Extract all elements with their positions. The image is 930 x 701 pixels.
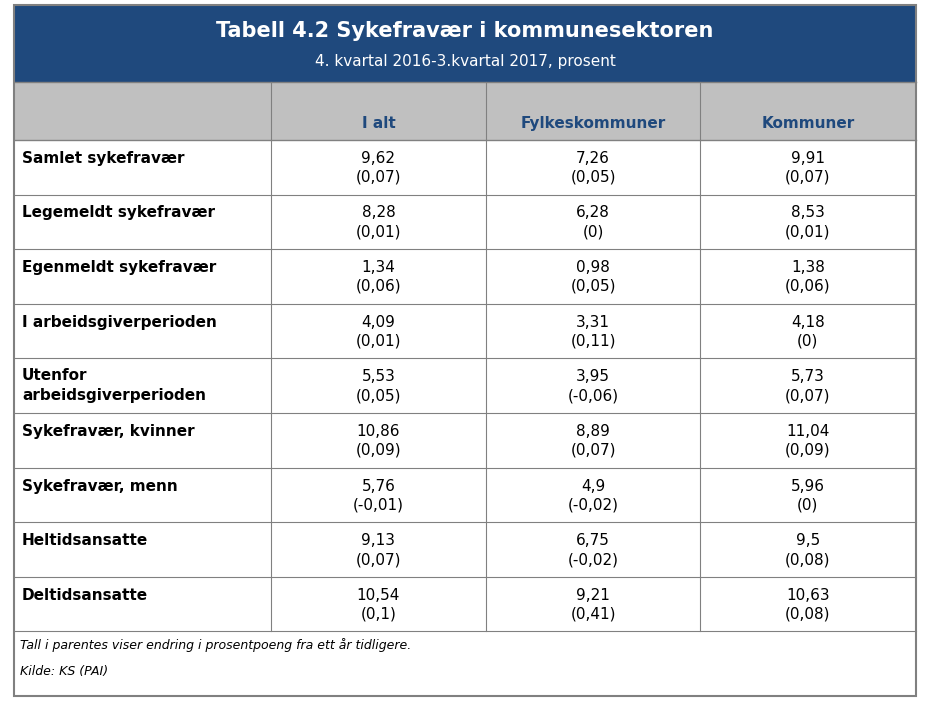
Bar [14,522,916,577]
Text: 5,53: 5,53 [362,369,395,384]
Text: 8,28: 8,28 [362,205,395,221]
Text: I arbeidsgiverperioden: I arbeidsgiverperioden [22,315,217,329]
Text: (-0,02): (-0,02) [567,498,618,512]
Text: 10,86: 10,86 [357,424,400,439]
Text: (0,01): (0,01) [355,224,401,239]
Text: 10,54: 10,54 [357,587,400,603]
Text: (0,06): (0,06) [355,279,401,294]
Text: 10,63: 10,63 [786,587,830,603]
Text: (0,11): (0,11) [570,334,616,348]
Text: Sykefravær, menn: Sykefravær, menn [22,479,178,494]
Text: 1,34: 1,34 [362,260,395,275]
Text: 4,18: 4,18 [790,315,825,329]
Text: 1,38: 1,38 [790,260,825,275]
Text: 9,5: 9,5 [796,533,820,548]
Text: Kommuner: Kommuner [761,116,855,131]
Text: 5,96: 5,96 [790,479,825,494]
Text: 8,89: 8,89 [577,424,610,439]
Bar [14,83,916,140]
Bar [14,5,916,83]
Text: (0,07): (0,07) [785,388,830,403]
Text: arbeidsgiverperioden: arbeidsgiverperioden [22,388,206,403]
Text: I alt: I alt [362,116,395,131]
Text: 0,98: 0,98 [577,260,610,275]
Text: 9,13: 9,13 [362,533,395,548]
Text: (0): (0) [797,498,818,512]
Text: Sykefravær, kvinner: Sykefravær, kvinner [22,424,194,439]
Text: 4,09: 4,09 [362,315,395,329]
Bar [14,250,916,304]
Text: (0,08): (0,08) [785,552,830,567]
Text: (0,05): (0,05) [570,279,616,294]
Text: (0,09): (0,09) [355,443,401,458]
Text: Kilde: KS (PAI): Kilde: KS (PAI) [20,665,108,678]
Bar [14,413,916,468]
Bar [14,358,916,413]
Text: 4. kvartal 2016-3.kvartal 2017, prosent: 4. kvartal 2016-3.kvartal 2017, prosent [314,54,616,69]
Text: (-0,06): (-0,06) [567,388,618,403]
Text: (0,05): (0,05) [355,388,401,403]
Text: (0,1): (0,1) [361,606,396,622]
Bar [14,140,916,195]
Text: (0,01): (0,01) [355,334,401,348]
Text: (0,07): (0,07) [355,552,401,567]
Text: (0,07): (0,07) [785,170,830,185]
Text: 7,26: 7,26 [577,151,610,166]
Text: (-0,02): (-0,02) [567,552,618,567]
Text: (0): (0) [797,334,818,348]
Text: (0,08): (0,08) [785,606,830,622]
Text: (0,05): (0,05) [570,170,616,185]
Text: 3,31: 3,31 [576,315,610,329]
Text: 9,91: 9,91 [790,151,825,166]
Text: Legemeldt sykefravær: Legemeldt sykefravær [22,205,215,221]
Text: (-0,01): (-0,01) [352,498,404,512]
Bar [14,468,916,522]
Text: Tabell 4.2 Sykefravær i kommunesektoren: Tabell 4.2 Sykefravær i kommunesektoren [217,21,713,41]
Text: Fylkeskommuner: Fylkeskommuner [521,116,666,131]
Text: (0,41): (0,41) [570,606,616,622]
Text: 5,73: 5,73 [790,369,825,384]
Text: Utenfor: Utenfor [22,368,87,383]
Text: (0,07): (0,07) [355,170,401,185]
Text: 9,21: 9,21 [577,587,610,603]
Text: Heltidsansatte: Heltidsansatte [22,533,148,548]
Text: (0): (0) [582,224,604,239]
Text: 6,28: 6,28 [577,205,610,221]
Text: (0,01): (0,01) [785,224,830,239]
Bar [14,304,916,358]
Text: 11,04: 11,04 [786,424,830,439]
Text: 9,62: 9,62 [362,151,395,166]
Text: 6,75: 6,75 [577,533,610,548]
Text: (0,06): (0,06) [785,279,830,294]
Text: 3,95: 3,95 [576,369,610,384]
Bar [14,577,916,632]
Text: Deltidsansatte: Deltidsansatte [22,587,148,603]
Bar [14,632,916,696]
Text: Samlet sykefravær: Samlet sykefravær [22,151,184,166]
Text: Egenmeldt sykefravær: Egenmeldt sykefravær [22,260,217,275]
Text: 5,76: 5,76 [362,479,395,494]
Text: Tall i parentes viser endring i prosentpoeng fra ett år tidligere.: Tall i parentes viser endring i prosentp… [20,639,411,653]
Bar [14,195,916,250]
Text: (0,09): (0,09) [785,443,830,458]
Text: 8,53: 8,53 [790,205,825,221]
Text: 4,9: 4,9 [581,479,605,494]
Text: (0,07): (0,07) [570,443,616,458]
